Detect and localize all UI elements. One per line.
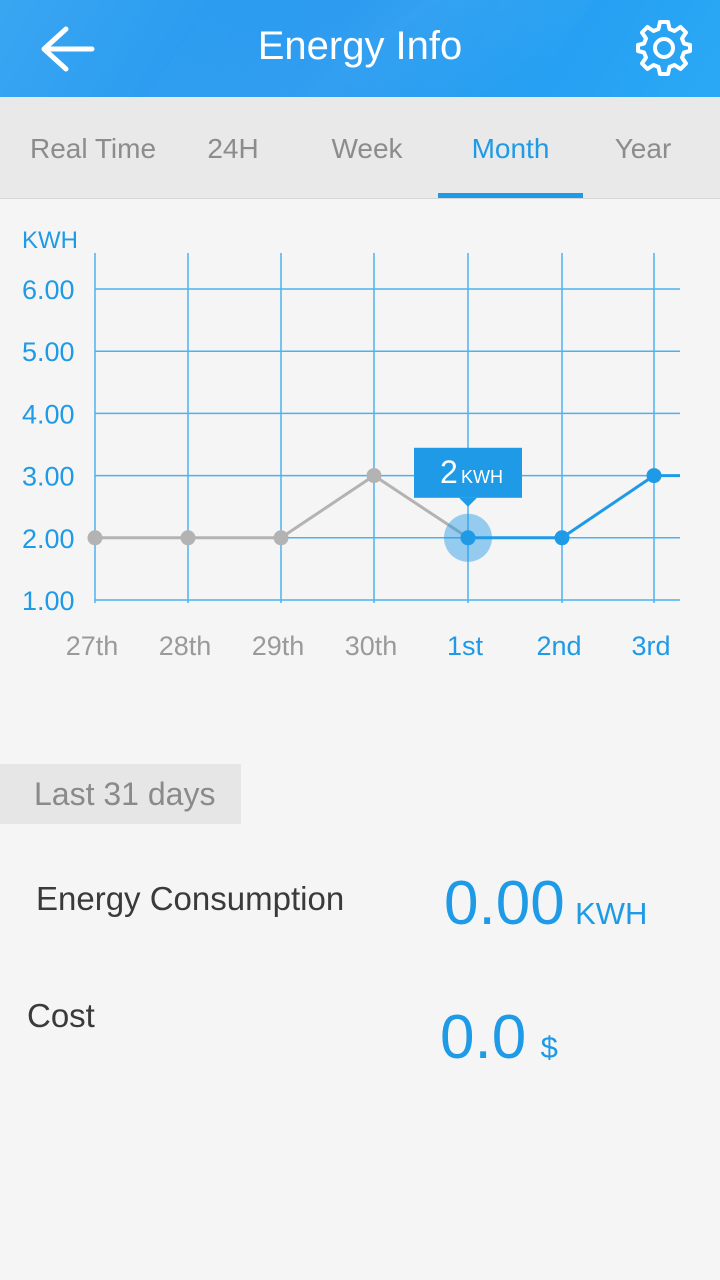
tab-month[interactable]: Month [438, 97, 583, 198]
data-point [646, 468, 662, 484]
settings-button[interactable] [632, 16, 696, 80]
data-point [87, 530, 103, 546]
period-tabs: Real Time 24H Week Month Year [0, 97, 720, 199]
cost-unit: $ [540, 1030, 558, 1065]
y-tick-label: 6.00 [22, 275, 75, 305]
series-line-past [280, 474, 375, 540]
data-point [366, 468, 382, 484]
y-tick-label: 1.00 [22, 586, 75, 616]
back-button[interactable] [30, 18, 102, 80]
energy-unit: KWH [575, 896, 648, 931]
y-tick-label: 2.00 [22, 524, 75, 554]
tab-24h[interactable]: 24H [207, 133, 259, 164]
energy-consumption-label: Energy Consumption [36, 880, 345, 917]
cost-label: Cost [27, 997, 95, 1034]
x-tick-label: 30th [345, 631, 398, 661]
page-title: Energy Info [257, 24, 463, 68]
x-tick-label: 27th [66, 631, 119, 661]
x-tick-label: 1st [447, 631, 484, 661]
data-point [554, 530, 570, 546]
data-point [180, 530, 196, 546]
y-tick-label: 5.00 [22, 337, 75, 367]
series-line-current [561, 474, 655, 540]
cost-value-group: 0.0 $ [440, 1002, 558, 1073]
series-line-past [373, 474, 469, 540]
tab-real-time[interactable]: Real Time [29, 133, 157, 164]
y-tick-label: 4.00 [22, 399, 75, 429]
tab-week[interactable]: Week [331, 133, 403, 164]
y-tick-label: 3.00 [22, 462, 75, 492]
tooltip-pointer [459, 497, 477, 507]
x-tick-label: 2nd [536, 631, 581, 661]
energy-consumption-value: 0.00 KWH [444, 868, 647, 939]
y-axis-label: KWH [22, 227, 78, 254]
tab-year[interactable]: Year [614, 133, 672, 164]
x-tick-label: 3rd [631, 631, 670, 661]
gear-icon [636, 20, 692, 76]
x-tick-label: 29th [252, 631, 305, 661]
app-header: Energy Info [0, 0, 720, 97]
back-arrow-icon [41, 26, 95, 72]
cost-value: 0.0 [440, 1003, 527, 1072]
data-point [273, 530, 289, 546]
tooltip-value: 2 [440, 454, 458, 490]
energy-value: 0.00 [444, 869, 565, 938]
period-label: Last 31 days [0, 764, 241, 824]
x-tick-label: 28th [159, 631, 212, 661]
data-point [460, 530, 476, 546]
tooltip-box [414, 447, 522, 498]
tooltip-unit: KWH [461, 467, 503, 487]
